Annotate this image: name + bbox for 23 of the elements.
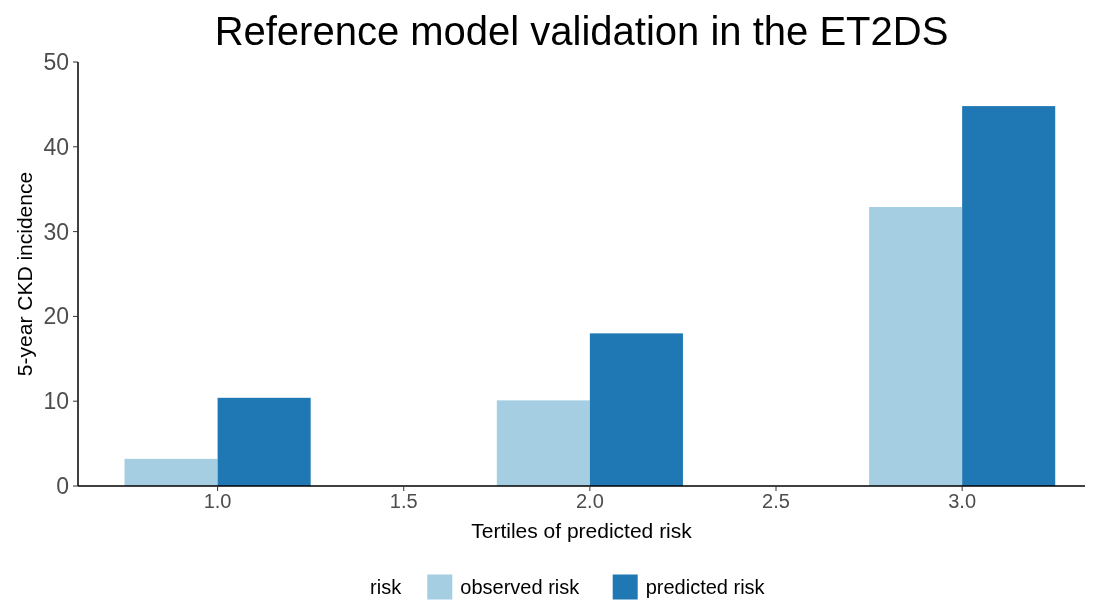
y-tick-label: 40	[43, 133, 69, 160]
x-tick-label: 1.0	[203, 490, 232, 512]
legend-label: observed risk	[460, 576, 581, 598]
bar	[217, 397, 311, 486]
x-tick-label: 3.0	[948, 490, 977, 512]
x-axis-title: Tertiles of predicted risk	[471, 519, 693, 542]
y-tick-label: 20	[43, 303, 69, 330]
bar	[869, 207, 963, 486]
x-tick-label: 1.5	[389, 490, 418, 512]
x-tick-label: 2.5	[762, 490, 790, 512]
y-tick-label: 50	[43, 49, 69, 76]
bar	[589, 333, 683, 486]
legend-title: risk	[370, 576, 403, 598]
bar	[496, 400, 590, 486]
legend-label: predicted risk	[645, 576, 766, 598]
y-tick-label: 30	[43, 218, 69, 245]
chart-title: Reference model validation in the ET2DS	[214, 9, 949, 53]
bar	[124, 458, 218, 486]
bar	[962, 106, 1056, 486]
y-tick-label: 10	[43, 388, 69, 415]
y-axis-title: 5-year CKD incidence	[13, 171, 36, 377]
y-tick-label: 0	[56, 473, 69, 500]
x-tick-label: 2.0	[575, 490, 604, 512]
